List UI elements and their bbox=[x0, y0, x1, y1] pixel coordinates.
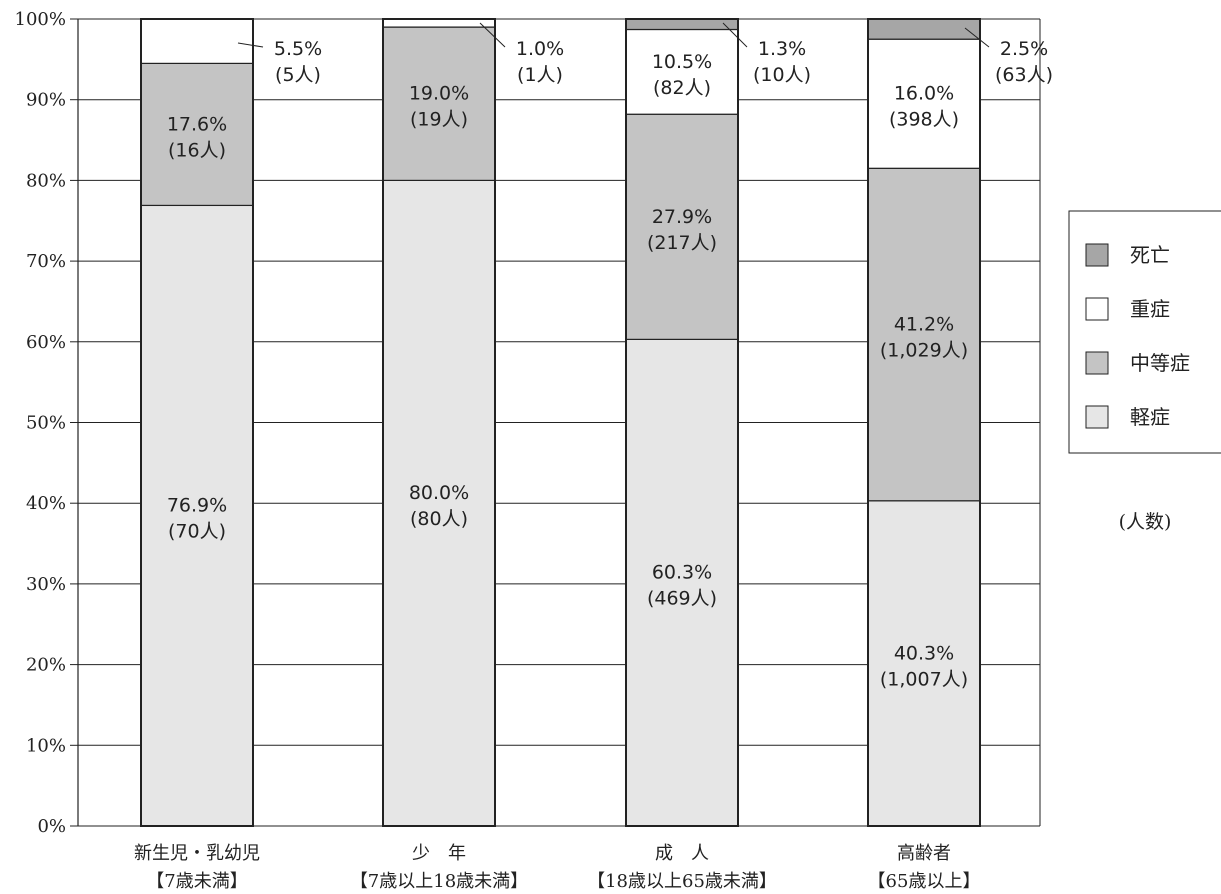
bar-outline bbox=[382, 18, 496, 827]
bar-segment bbox=[867, 500, 981, 827]
data-label: 1.3% bbox=[758, 38, 806, 60]
bar-segment bbox=[382, 18, 496, 28]
data-label: 5.5% bbox=[274, 38, 322, 60]
legend-label: 中等症 bbox=[1130, 351, 1190, 375]
data-label: (5人) bbox=[275, 64, 321, 86]
bar-segment bbox=[625, 338, 739, 827]
data-label: 16.0% bbox=[894, 83, 954, 105]
bar-segment bbox=[140, 62, 254, 207]
category-label: 高齢者 bbox=[897, 843, 951, 864]
legend-swatch bbox=[1085, 405, 1109, 429]
legend-swatch bbox=[1085, 297, 1109, 321]
category-sublabel: 【7歳未満】 bbox=[146, 871, 247, 892]
data-label: 60.3% bbox=[652, 562, 712, 584]
data-label: (80人) bbox=[410, 508, 468, 530]
leader-line bbox=[479, 22, 506, 48]
category-label: 新生児・乳幼児 bbox=[134, 843, 260, 864]
unit-note: (人数) bbox=[1119, 511, 1172, 533]
legend-label: 軽症 bbox=[1130, 405, 1170, 429]
y-tick-label: 90% bbox=[26, 90, 66, 111]
data-label: 19.0% bbox=[409, 83, 469, 105]
y-tick-label: 100% bbox=[15, 9, 66, 30]
bar-segment bbox=[625, 18, 739, 31]
y-tick-label: 10% bbox=[26, 735, 66, 756]
y-tick-label: 70% bbox=[26, 251, 66, 272]
data-label: 27.9% bbox=[652, 206, 712, 228]
data-label: 40.3% bbox=[894, 642, 954, 664]
data-label: (16人) bbox=[168, 139, 226, 161]
bar-segment bbox=[867, 18, 981, 40]
bar-segment bbox=[625, 113, 739, 340]
category-sublabel: 【65歳以上】 bbox=[868, 871, 981, 892]
data-label: 41.2% bbox=[894, 314, 954, 336]
y-tick-label: 60% bbox=[26, 332, 66, 353]
category-sublabel: 【18歳以上65歳未満】 bbox=[587, 871, 777, 892]
data-label: 80.0% bbox=[409, 482, 469, 504]
data-label: (398人) bbox=[889, 109, 959, 131]
data-label: (1人) bbox=[517, 64, 563, 86]
data-label: (469人) bbox=[647, 588, 717, 610]
data-label: 10.5% bbox=[652, 51, 712, 73]
leader-line bbox=[722, 22, 748, 48]
category-label: 少 年 bbox=[412, 843, 466, 864]
bar-outline bbox=[867, 18, 981, 827]
data-label: (63人) bbox=[995, 64, 1053, 86]
data-label: 17.6% bbox=[167, 113, 227, 135]
y-tick-label: 50% bbox=[26, 413, 66, 434]
bar-outline bbox=[140, 18, 254, 827]
leader-line bbox=[237, 42, 264, 48]
data-label: (19人) bbox=[410, 109, 468, 131]
bar-segment bbox=[140, 18, 254, 64]
category-sublabel: 【7歳以上18歳未満】 bbox=[350, 871, 528, 892]
category-label: 成 人 bbox=[655, 843, 709, 864]
bar-segment bbox=[382, 26, 496, 182]
bar-outline bbox=[625, 18, 739, 827]
data-label: (82人) bbox=[653, 77, 711, 99]
data-label: (1,029人) bbox=[880, 340, 968, 362]
data-label: (1,007人) bbox=[880, 668, 968, 690]
legend-label: 重症 bbox=[1130, 297, 1170, 321]
legend-swatch bbox=[1085, 243, 1109, 267]
y-tick-label: 40% bbox=[26, 493, 66, 514]
data-label: 76.9% bbox=[167, 495, 227, 517]
data-label: 2.5% bbox=[1000, 38, 1048, 60]
data-label: 1.0% bbox=[516, 38, 564, 60]
data-label: (217人) bbox=[647, 232, 717, 254]
bar-segment bbox=[867, 167, 981, 502]
y-tick-label: 0% bbox=[37, 816, 66, 837]
data-label: (10人) bbox=[753, 64, 811, 86]
y-tick-label: 20% bbox=[26, 655, 66, 676]
y-tick-label: 80% bbox=[26, 170, 66, 191]
legend-box bbox=[1068, 210, 1221, 454]
legend-swatch bbox=[1085, 351, 1109, 375]
leader-line bbox=[964, 27, 990, 48]
y-tick-label: 30% bbox=[26, 574, 66, 595]
bar-segment bbox=[140, 204, 254, 827]
legend-label: 死亡 bbox=[1130, 243, 1170, 267]
data-label: (70人) bbox=[168, 521, 226, 543]
